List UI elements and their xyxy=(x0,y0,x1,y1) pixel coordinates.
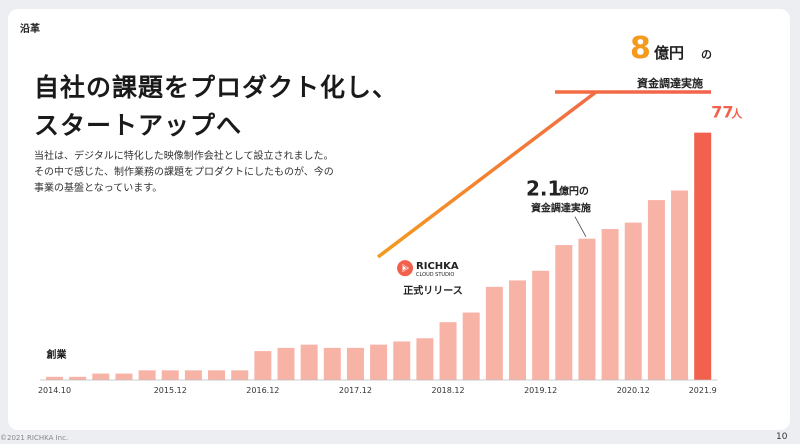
richka-cloud-studio-logo: RICHKA CLOUD STUDIO xyxy=(397,260,459,278)
bar-chart: 2014.10 2015.12 2016.12 2017.12 2018.12 2019.… xyxy=(38,31,743,395)
slide: 沿革 自社の課題をプロダクト化し、 スタートアップへ 当社は、デジタルに特化した… xyxy=(8,9,790,430)
x-tick-label: 2020.12 xyxy=(617,386,650,395)
x-tick-label: 2021.9 xyxy=(689,386,717,395)
copyright: ©2021 RICHKA Inc. xyxy=(0,434,69,442)
bar xyxy=(555,245,573,380)
bar xyxy=(231,370,249,380)
bar xyxy=(346,347,364,380)
funding1-unit: 億円の xyxy=(559,185,589,198)
funding1-leader-line xyxy=(574,216,587,237)
bar xyxy=(647,200,665,380)
bar xyxy=(46,376,63,380)
body-line-1: 当社は、デジタルに特化した映像制作会社として設立されました。 xyxy=(34,151,334,162)
x-tick-label: 2014.10 xyxy=(38,386,71,395)
last-value-unit: 人 xyxy=(731,107,743,121)
funding1-amount: 2.1 xyxy=(526,177,561,201)
bar xyxy=(416,338,434,380)
body-line-3: 事業の基盤となっています。 xyxy=(34,183,163,194)
headline: 自社の課題をプロダクト化し、 スタートアップへ xyxy=(34,69,398,145)
bar xyxy=(624,222,642,380)
last-value-number: 77 xyxy=(711,103,733,122)
bar xyxy=(509,280,526,380)
bar xyxy=(439,322,457,380)
release-label: 正式リリース xyxy=(403,284,463,297)
bar xyxy=(671,190,689,380)
funding2-label: 資金調達実施 xyxy=(637,76,703,90)
bar xyxy=(300,344,318,380)
bar xyxy=(277,347,295,380)
bar xyxy=(92,373,110,380)
x-tick-labels: 2014.10 2015.12 2016.12 2017.12 2018.12 2019.… xyxy=(38,386,717,395)
bar xyxy=(532,270,550,380)
bar xyxy=(393,341,411,380)
bar xyxy=(69,376,87,380)
bar xyxy=(694,132,712,380)
x-tick-label: 2017.12 xyxy=(339,386,372,395)
bar xyxy=(208,370,226,380)
bar xyxy=(254,351,272,380)
funding2-particle: の xyxy=(701,48,712,61)
funding1-label: 資金調達実施 xyxy=(531,202,591,215)
bar xyxy=(138,370,156,380)
bar xyxy=(462,312,480,380)
funding2-unit: 億円 xyxy=(654,44,684,62)
bar xyxy=(323,347,341,380)
bar xyxy=(115,373,133,380)
bar xyxy=(578,238,596,380)
bar xyxy=(161,370,179,380)
logo-sub-text: CLOUD STUDIO xyxy=(416,272,454,278)
bar xyxy=(370,344,388,380)
page-number: 10 xyxy=(776,432,788,442)
body-text: 当社は、デジタルに特化した映像制作会社として設立されました。 その中で感じた、制… xyxy=(34,149,334,197)
growth-arrow-line xyxy=(376,90,711,259)
x-tick-label: 2019.12 xyxy=(524,386,557,395)
body-line-2: その中で感じた、制作業務の課題をプロダクトにしたものが、今の xyxy=(34,167,334,178)
x-tick-label: 2018.12 xyxy=(432,386,465,395)
bars-layer xyxy=(46,132,712,380)
logo-main-text: RICHKA xyxy=(416,261,459,272)
section-label: 沿革 xyxy=(20,24,40,35)
bar xyxy=(485,286,503,380)
headline-line-1: 自社の課題をプロダクト化し、 xyxy=(34,73,399,102)
headline-line-2: スタートアップへ xyxy=(34,111,243,140)
x-tick-label: 2015.12 xyxy=(154,386,187,395)
bar xyxy=(184,370,202,380)
bar xyxy=(601,229,619,380)
founding-label: 創業 xyxy=(46,348,68,361)
richka-logo-icon xyxy=(397,260,414,277)
funding2-amount: 8 xyxy=(630,31,651,66)
x-tick-label: 2016.12 xyxy=(246,386,279,395)
